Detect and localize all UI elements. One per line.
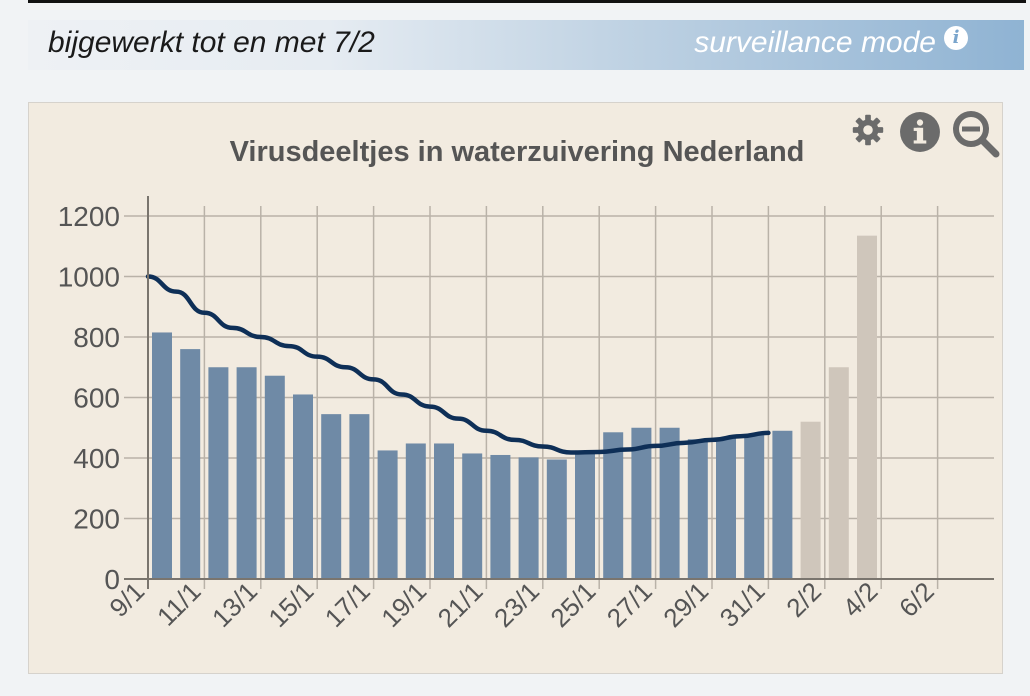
- surveillance-mode-label[interactable]: surveillance mode: [694, 26, 936, 59]
- grid-layer: [124, 206, 994, 589]
- header-bar: bijgewerkt tot en met 7/2 surveillance m…: [28, 20, 1024, 70]
- trend-line: [145, 274, 771, 455]
- bar-provisional: [857, 235, 877, 579]
- top-rule: [28, 0, 1026, 3]
- bar-final: [772, 430, 793, 579]
- y-tick-label: 800: [73, 322, 120, 353]
- bar-final: [462, 453, 483, 579]
- x-tick-label: 4/2: [837, 576, 884, 623]
- bar-final: [687, 439, 708, 579]
- bar-final: [575, 450, 595, 579]
- bar-final: [293, 394, 313, 579]
- y-tick-label: 600: [73, 383, 120, 414]
- x-tick-label: 11/1: [151, 576, 207, 632]
- mode-info-icon[interactable]: i: [944, 26, 968, 50]
- updated-label: bijgewerkt tot en met 7/2: [48, 26, 375, 59]
- x-tick-label: 13/1: [206, 576, 263, 633]
- bar-final: [659, 427, 680, 579]
- bar-final: [744, 435, 765, 579]
- chart-panel: Virusdeeltjes in waterzuivering Nederlan…: [28, 102, 1003, 674]
- x-tick-label: 17/1: [319, 576, 376, 633]
- x-tick-label: 29/1: [657, 576, 714, 633]
- y-tick-label: 1200: [58, 201, 120, 232]
- bar-final: [603, 432, 624, 579]
- gear-icon[interactable]: [849, 111, 887, 149]
- x-tick-label: 21/1: [432, 576, 489, 633]
- bar-final: [518, 457, 539, 579]
- bar-final: [180, 349, 201, 579]
- bar-final: [236, 367, 257, 579]
- bar-final: [546, 459, 567, 579]
- y-tick-label: 200: [73, 504, 120, 535]
- x-tick-label: 27/1: [601, 576, 658, 633]
- bar-layer: [152, 235, 877, 579]
- info-icon[interactable]: [899, 111, 941, 153]
- bar-final: [152, 332, 172, 579]
- bar-final: [631, 427, 652, 579]
- bar-final: [321, 414, 342, 579]
- y-tick-label: 400: [73, 443, 120, 474]
- x-tick-label: 15/1: [262, 576, 319, 633]
- y-tick-label: 0: [104, 564, 120, 595]
- x-tick-label: 2/2: [780, 576, 827, 623]
- bar-final: [405, 443, 426, 579]
- bar-final: [716, 438, 736, 579]
- chart-svg: Virusdeeltjes in waterzuivering Nederlan…: [58, 136, 994, 633]
- y-tick-label: 1000: [58, 262, 120, 293]
- x-tick-label: 19/1: [375, 576, 432, 633]
- bar-final: [434, 443, 454, 579]
- x-tick-label: 25/1: [544, 576, 601, 633]
- bar-final: [349, 414, 370, 579]
- chart-title: Virusdeeltjes in waterzuivering Nederlan…: [230, 136, 805, 168]
- bar-final: [377, 450, 398, 579]
- x-tick-label: 6/2: [893, 576, 940, 623]
- bar-provisional: [800, 421, 821, 579]
- x-tick-label: 31/1: [714, 576, 771, 633]
- line-layer: [145, 274, 771, 455]
- bar-final: [490, 454, 511, 579]
- axis-layer: [124, 196, 994, 589]
- zoom-out-icon[interactable]: [951, 109, 1001, 159]
- bar-final: [208, 367, 229, 579]
- bar-final: [264, 375, 285, 579]
- bar-provisional: [828, 367, 849, 579]
- x-tick-label: 23/1: [488, 576, 545, 633]
